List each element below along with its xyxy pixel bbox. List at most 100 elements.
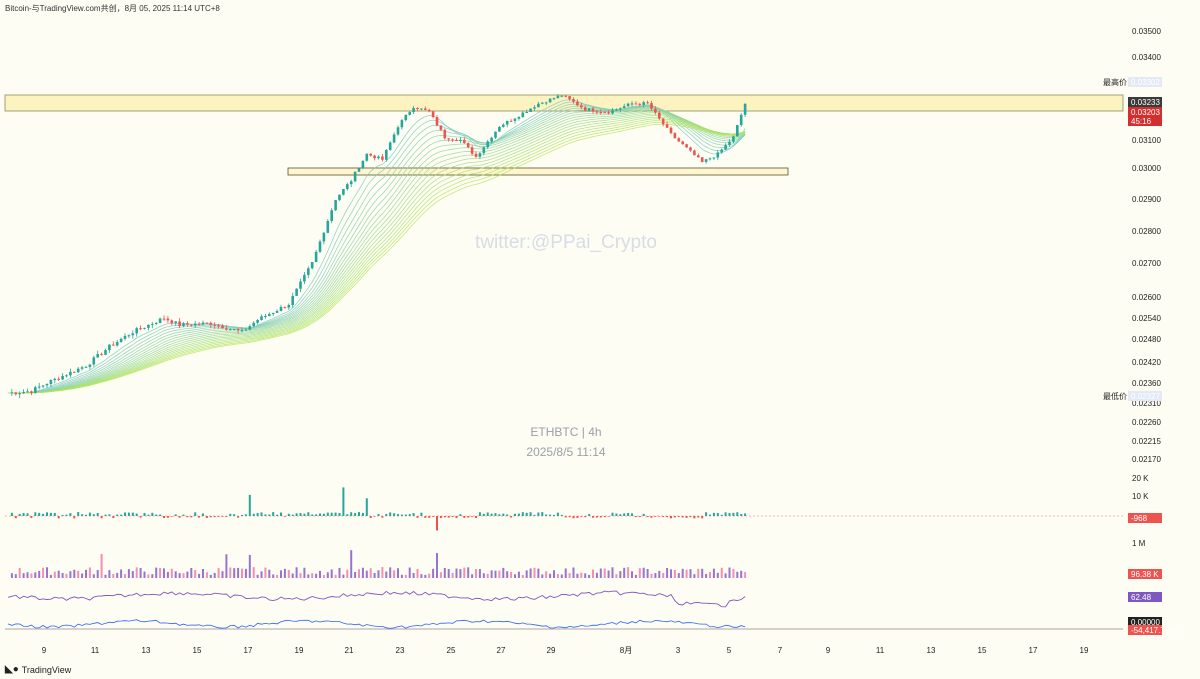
time-axis[interactable]: 9 11 13 15 17 19 21 23 25 27 29 8月 3 5 7 9 11 13 15 17 19	[42, 646, 1089, 655]
volume-bar	[139, 516, 142, 518]
volume-bar	[217, 516, 220, 517]
volume-bar	[186, 516, 189, 518]
time-tick-label: 19	[1080, 646, 1089, 655]
volume-bar	[521, 512, 524, 516]
candle-body	[654, 108, 657, 113]
volume2-bar	[163, 568, 165, 578]
volume-bar	[127, 512, 130, 516]
volume-bar	[365, 498, 368, 516]
volume2-bar	[697, 568, 700, 578]
candle-body	[400, 120, 404, 128]
candle-body	[154, 322, 158, 324]
candle-body	[318, 241, 322, 252]
candle-body	[525, 111, 528, 113]
tradingview-logo[interactable]: ◣● TradingView	[5, 664, 71, 675]
volume-bar	[463, 516, 466, 518]
candle-body	[463, 139, 466, 144]
volume2-bar	[424, 574, 427, 578]
volume2-bar	[455, 568, 458, 578]
candle-body	[658, 112, 661, 119]
volume-bar	[740, 513, 743, 516]
candle-body	[271, 312, 275, 315]
volume-bar	[57, 516, 60, 519]
volume2-bar	[459, 569, 462, 578]
candle-body	[37, 386, 41, 388]
volume2-bar	[521, 574, 524, 578]
candle-body	[451, 139, 454, 141]
candle-body	[49, 380, 53, 385]
countdown-tag-bg	[1128, 116, 1162, 126]
candle-body	[18, 393, 21, 395]
volume-bar	[124, 512, 126, 516]
candle-body	[131, 333, 135, 336]
volume-bar	[580, 516, 583, 517]
candle-body	[607, 112, 610, 114]
volume2-bar	[556, 574, 559, 578]
volume2-bar	[155, 567, 158, 578]
volume-bar	[159, 514, 162, 516]
volume-bar	[229, 513, 232, 516]
volume2-bar	[475, 569, 477, 578]
volume-bar	[49, 512, 52, 516]
volume2-last-tag-bg	[1128, 569, 1162, 579]
candle-body	[502, 124, 505, 127]
volume2-bar	[650, 573, 653, 578]
candle-body	[69, 371, 72, 376]
volume2-bar	[486, 573, 489, 578]
volume2-bar	[124, 574, 126, 578]
candle-body	[88, 364, 92, 367]
volume-bar	[198, 516, 201, 518]
volume-bar	[342, 487, 345, 516]
price-tick-label: 0.03500	[1132, 27, 1161, 36]
candle-body	[630, 103, 634, 105]
candle-body	[240, 330, 244, 332]
price-tick-label: 0.02480	[1132, 335, 1161, 344]
volume2-bar	[712, 568, 715, 578]
candle-body	[174, 321, 177, 324]
candle-body	[396, 127, 400, 135]
candle-body	[622, 106, 626, 109]
volume2-pane: 1 M	[10, 539, 1146, 578]
candle-body	[466, 143, 470, 148]
volume-bar	[241, 514, 243, 516]
volume2-bar	[299, 573, 302, 578]
volume-bar	[412, 513, 415, 516]
volume-bar	[389, 512, 392, 516]
volume-bar	[701, 516, 704, 519]
candle-body	[603, 112, 606, 114]
volume2-bar	[198, 573, 201, 578]
volume2-bar	[81, 573, 84, 578]
volume2-bar	[517, 571, 520, 578]
volume-bar	[404, 514, 407, 516]
candle-body	[447, 138, 450, 140]
volume2-bar	[408, 567, 411, 578]
candle-body	[650, 103, 653, 109]
time-tick-label: 19	[295, 646, 304, 655]
ema-line	[8, 112, 746, 394]
volume-bar	[439, 516, 442, 519]
volume2-bar	[217, 568, 220, 578]
candle-body	[404, 114, 408, 121]
candle-body	[221, 325, 224, 329]
macd-last-tag: 0.00000	[1131, 618, 1160, 627]
low-price-label: 最低价	[1103, 391, 1127, 401]
candle-body	[513, 118, 517, 121]
volume-bar	[603, 516, 606, 518]
time-tick-label: 9	[826, 646, 831, 655]
volume2-bar	[537, 568, 540, 578]
volume-bar	[486, 512, 489, 516]
last-price-tag-bg	[1128, 107, 1162, 117]
volume2-bar	[634, 574, 637, 578]
volume-bar	[502, 513, 505, 516]
volume-bar	[584, 516, 587, 518]
volume-bar	[685, 516, 688, 518]
candle-body	[330, 210, 333, 222]
volume2-bar	[646, 568, 649, 578]
candle-body	[743, 103, 747, 115]
last-price-tag: 0.03203	[1131, 108, 1160, 117]
candle-body	[76, 368, 80, 373]
candle-body	[357, 168, 361, 172]
volume-bar	[572, 516, 575, 519]
volume-bar	[155, 514, 158, 516]
